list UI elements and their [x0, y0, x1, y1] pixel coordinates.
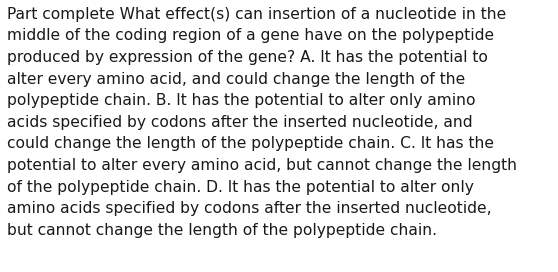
Text: Part complete What effect(s) can insertion of a nucleotide in the
middle of the : Part complete What effect(s) can inserti… [7, 7, 517, 238]
